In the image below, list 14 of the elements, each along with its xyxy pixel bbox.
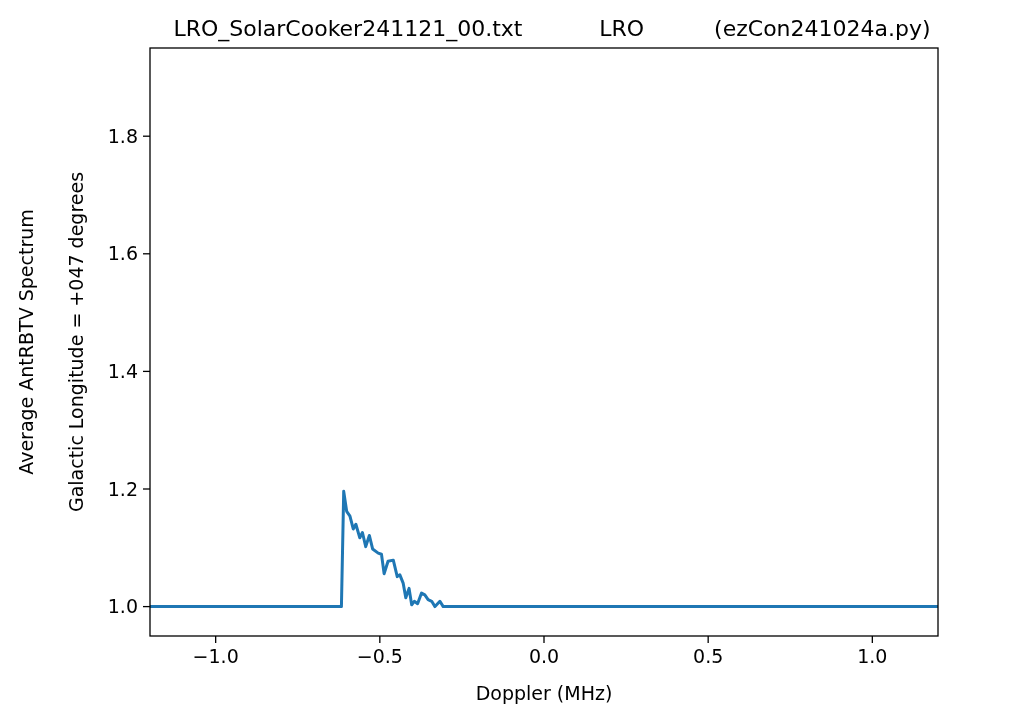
y-tick-label: 1.4: [107, 360, 138, 383]
chart-title: LRO_SolarCooker241121_00.txt LRO (ezCon241024a.py): [173, 16, 931, 42]
x-tick-label: −0.5: [356, 645, 403, 667]
text: Average AntRBTV Spectrum Galactic Longitude = +047 degrees: [15, 171, 87, 513]
x-tick-label: 0.5: [693, 645, 724, 667]
y-tick-label: 1.2: [107, 477, 138, 500]
y-tick-label: 1.6: [107, 242, 138, 265]
line-series: [150, 489, 938, 609]
x-axis-title: Doppler (MHz): [475, 682, 613, 704]
x-tick-label: 1.0: [857, 645, 888, 667]
y-tick-label: 1.8: [107, 124, 138, 147]
y-tick-label: 1.0: [107, 595, 138, 618]
x-tick-label: −1.0: [192, 645, 239, 667]
x-tick-label: 0.0: [528, 645, 560, 667]
